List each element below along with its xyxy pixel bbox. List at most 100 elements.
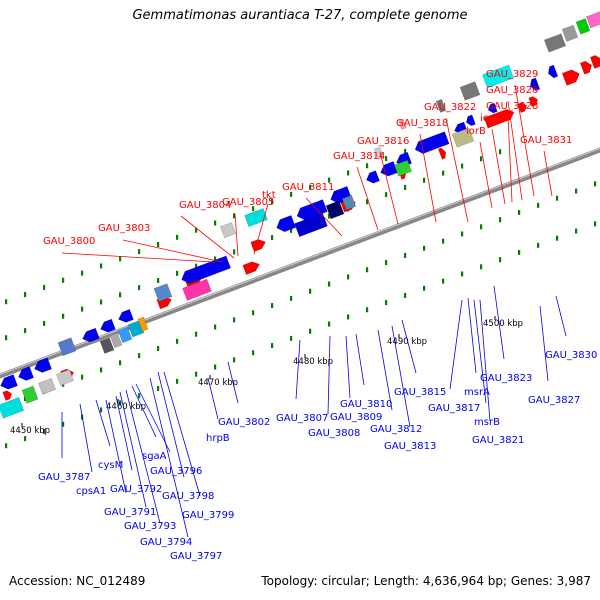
reverse-leader — [157, 371, 185, 478]
gene-box — [394, 159, 412, 177]
tick-mark — [594, 221, 597, 227]
gene-shape — [435, 98, 447, 113]
reverse-leader — [473, 299, 487, 404]
tick-mark — [366, 267, 369, 273]
reverse-leader — [391, 325, 411, 428]
reverse-gene-label: GAU_3827 — [528, 395, 580, 406]
tick-mark — [138, 285, 141, 291]
tick-mark — [347, 274, 350, 280]
gene-shape — [414, 131, 450, 154]
forward-leader — [419, 133, 437, 223]
gene-shape — [296, 199, 328, 221]
forward-leader — [180, 215, 235, 259]
reverse-leader — [467, 297, 477, 374]
gene-box — [482, 64, 514, 89]
gene-arrow-forward — [437, 147, 447, 160]
gene-shape — [547, 64, 559, 79]
tick-mark — [461, 231, 464, 237]
tick-mark — [62, 277, 65, 283]
reverse-leader — [539, 305, 549, 382]
reverse-gene-label: cpsA1 — [76, 486, 106, 497]
gene-box — [117, 326, 133, 344]
reverse-gene-label: GAU_3791 — [104, 507, 156, 518]
gene-arrow-forward — [2, 390, 13, 401]
forward-leader — [543, 150, 553, 197]
tick-mark — [233, 317, 236, 323]
gene-shape — [250, 239, 266, 252]
gene-arrow-reverse — [487, 102, 498, 114]
accession-text: Accession: NC_012489 — [9, 574, 146, 588]
gene-shape — [366, 170, 380, 184]
reverse-leader — [345, 335, 351, 399]
gene-shape — [459, 81, 481, 101]
tick-mark — [5, 335, 8, 341]
reverse-leader — [479, 299, 491, 422]
tick-mark — [271, 199, 274, 205]
gene-shape — [276, 215, 297, 233]
tick-mark — [157, 385, 160, 391]
gene-box — [451, 127, 475, 148]
reverse-leader — [149, 377, 189, 538]
gene-box — [127, 320, 145, 338]
gene-shape — [561, 24, 579, 42]
tick-mark — [176, 234, 179, 240]
gene-box — [543, 33, 567, 53]
tick-mark — [366, 307, 369, 313]
reverse-gene-label: GAU_3799 — [182, 510, 234, 521]
forward-gene-label: GAU_3811 — [282, 182, 334, 193]
tick-mark — [290, 227, 293, 233]
tick-mark — [423, 177, 426, 183]
gene-shape — [127, 320, 145, 338]
reverse-leader — [105, 399, 127, 494]
forward-gene-label: GAU_3800 — [43, 236, 95, 247]
tick-mark — [24, 328, 27, 334]
reverse-gene-label: GAU_3813 — [384, 441, 436, 452]
reverse-leader — [295, 339, 301, 400]
reverse-leader — [555, 295, 567, 337]
gene-shape — [21, 385, 39, 404]
reverse-leader — [135, 383, 171, 453]
tick-mark — [195, 371, 198, 377]
gene-arrow-reverse — [34, 357, 52, 373]
tick-mark — [290, 335, 293, 341]
tick-mark — [24, 436, 27, 442]
forward-leader — [514, 84, 535, 197]
tick-mark — [119, 256, 122, 262]
gene-shape — [482, 64, 514, 89]
tick-mark — [252, 350, 255, 356]
forward-gene-label: GAU_3803 — [98, 223, 150, 234]
reverse-leader — [119, 391, 147, 508]
gene-shape — [529, 77, 541, 91]
tick-mark — [480, 224, 483, 230]
reverse-leader — [377, 329, 393, 411]
reverse-gene-label: GAU_3821 — [472, 435, 524, 446]
gene-box — [182, 278, 212, 301]
tick-mark — [195, 263, 198, 269]
tick-mark — [214, 364, 217, 370]
forward-gene-label: iorA — [480, 113, 500, 124]
reverse-leader — [355, 333, 365, 386]
tick-mark — [366, 199, 369, 205]
scale-label: 4460 kbp — [106, 402, 146, 412]
scale-labels: 4450 kbp 4460 kbp 4470 kbp 4480 kbp 4490 kbp… — [10, 316, 523, 436]
reverse-leader — [79, 403, 93, 473]
reverse-leader — [207, 377, 219, 420]
forward-gene-label: GAU_3816 — [357, 136, 409, 147]
tick-mark — [100, 367, 103, 373]
gene-box — [586, 11, 600, 29]
reverse-leader — [227, 361, 239, 404]
reverse-gene-label: GAU_3792 — [110, 484, 162, 495]
gene-shape — [561, 69, 580, 86]
gene-shape — [18, 366, 34, 381]
tick-mark — [480, 156, 483, 162]
gene-shape — [56, 369, 74, 386]
tick-mark — [556, 195, 559, 201]
tick-mark — [233, 249, 236, 255]
gene-shape — [38, 377, 56, 395]
map-title: Gemmatimonas aurantiaca T-27, complete g… — [132, 8, 468, 23]
gene-shape — [451, 127, 475, 148]
tick-mark — [404, 148, 407, 154]
tick-mark — [119, 292, 122, 298]
tick-mark — [423, 245, 426, 251]
gene-box — [0, 397, 25, 419]
